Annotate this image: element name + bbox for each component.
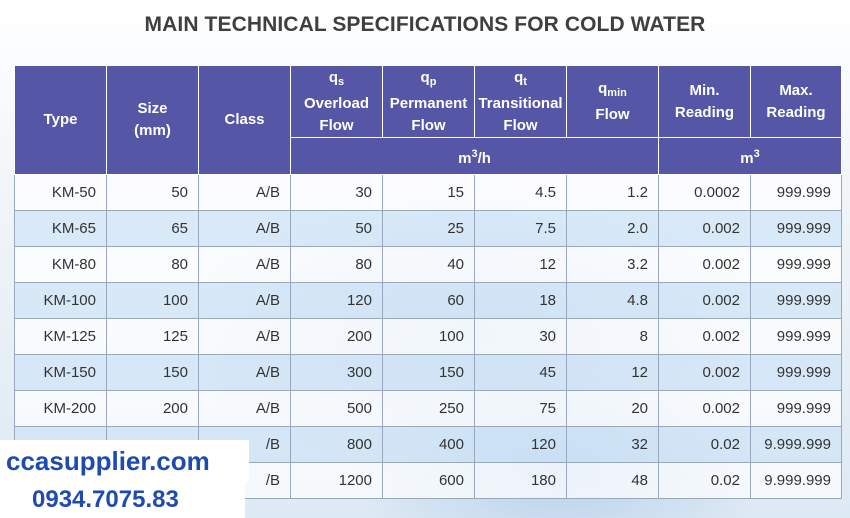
cell-qp: 40 (382, 246, 475, 283)
table-row: KM-150 150 A/B 300 150 45 12 0.002 999.999 (14, 354, 842, 391)
cell-type: KM-200 (14, 390, 107, 427)
cell-qs: 1200 (290, 462, 383, 499)
cell-min-reading: 0.002 (658, 210, 751, 247)
cell-class: A/B (198, 210, 291, 247)
table-row: KM-80 80 A/B 80 40 12 3.2 0.002 999.999 (14, 246, 842, 283)
cell-class: A/B (198, 246, 291, 283)
cell-max-reading: 999.999 (750, 282, 842, 319)
cell-max-reading: 9.999.999 (750, 462, 842, 499)
cell-qp: 15 (382, 174, 475, 211)
cell-max-reading: 999.999 (750, 354, 842, 391)
cell-type: KM-80 (14, 246, 107, 283)
cell-qt: 7.5 (474, 210, 567, 247)
cell-size: 65 (106, 210, 199, 247)
cell-type: KM-150 (14, 354, 107, 391)
header-max-reading: Max. Reading (750, 65, 842, 138)
cell-type: KM-65 (14, 210, 107, 247)
cell-qt: 30 (474, 318, 567, 355)
watermark-site: ccasupplier.com (0, 440, 249, 482)
cell-min-reading: 0.002 (658, 246, 751, 283)
cell-qs: 300 (290, 354, 383, 391)
header-qmin: qmin Flow (566, 65, 659, 138)
cell-max-reading: 999.999 (750, 318, 842, 355)
cell-max-reading: 9.999.999 (750, 426, 842, 463)
cell-qs: 80 (290, 246, 383, 283)
table-row: KM-100 100 A/B 120 60 18 4.8 0.002 999.999 (14, 282, 842, 319)
cell-type: KM-125 (14, 318, 107, 355)
page-title: MAIN TECHNICAL SPECIFICATIONS FOR COLD W… (144, 13, 706, 36)
cell-type: KM-100 (14, 282, 107, 319)
cell-qp: 400 (382, 426, 475, 463)
header-qs: qs Overload Flow (290, 65, 383, 138)
header-type: Type (14, 65, 107, 175)
table-row: KM-65 65 A/B 50 25 7.5 2.0 0.002 999.999 (14, 210, 842, 247)
cell-qmin: 8 (566, 318, 659, 355)
cell-size: 100 (106, 282, 199, 319)
cell-min-reading: 0.02 (658, 462, 751, 499)
header-qt: qt Transitional Flow (474, 65, 567, 138)
cell-qt: 75 (474, 390, 567, 427)
cell-qmin: 2.0 (566, 210, 659, 247)
cell-qt: 120 (474, 426, 567, 463)
cell-qmin: 20 (566, 390, 659, 427)
cell-qmin: 12 (566, 354, 659, 391)
cell-max-reading: 999.999 (750, 390, 842, 427)
header-flow-unit: m3/h (290, 137, 659, 175)
cell-qs: 200 (290, 318, 383, 355)
table-row: KM-50 50 A/B 30 15 4.5 1.2 0.0002 999.999 (14, 174, 842, 211)
cell-min-reading: 0.002 (658, 318, 751, 355)
cell-qs: 800 (290, 426, 383, 463)
cell-class: A/B (198, 318, 291, 355)
cell-qmin: 4.8 (566, 282, 659, 319)
cell-qmin: 32 (566, 426, 659, 463)
header-min-reading: Min. Reading (658, 65, 751, 138)
cell-qmin: 1.2 (566, 174, 659, 211)
cell-qmin: 48 (566, 462, 659, 499)
cell-class: A/B (198, 390, 291, 427)
cell-min-reading: 0.0002 (658, 174, 751, 211)
cell-qt: 180 (474, 462, 567, 499)
cell-qt: 4.5 (474, 174, 567, 211)
cell-size: 80 (106, 246, 199, 283)
cell-qp: 150 (382, 354, 475, 391)
spec-table: Type Size (mm) Class qs Overload Flow qp P… (14, 65, 842, 499)
cell-size: 50 (106, 174, 199, 211)
header-size: Size (mm) (106, 65, 199, 175)
cell-size: 125 (106, 318, 199, 355)
cell-class: A/B (198, 282, 291, 319)
header-class: Class (198, 65, 291, 175)
cell-qs: 120 (290, 282, 383, 319)
header-qp: qp Permanent Flow (382, 65, 475, 138)
cell-qp: 60 (382, 282, 475, 319)
cell-type: KM-50 (14, 174, 107, 211)
cell-qp: 250 (382, 390, 475, 427)
cell-qt: 12 (474, 246, 567, 283)
cell-class: A/B (198, 174, 291, 211)
cell-max-reading: 999.999 (750, 174, 842, 211)
cell-max-reading: 999.999 (750, 210, 842, 247)
cell-qp: 600 (382, 462, 475, 499)
cell-size: 200 (106, 390, 199, 427)
spec-table-body: KM-50 50 A/B 30 15 4.5 1.2 0.0002 999.999 KM-65 65… (14, 174, 842, 499)
cell-qs: 30 (290, 174, 383, 211)
cell-qp: 25 (382, 210, 475, 247)
cell-qmin: 3.2 (566, 246, 659, 283)
cell-qt: 18 (474, 282, 567, 319)
table-row: KM-125 125 A/B 200 100 30 8 0.002 999.999 (14, 318, 842, 355)
watermark-phone: 0934.7075.83 (0, 482, 245, 518)
cell-min-reading: 0.002 (658, 282, 751, 319)
cell-min-reading: 0.02 (658, 426, 751, 463)
header-reading-unit: m3 (658, 137, 842, 175)
cell-qs: 500 (290, 390, 383, 427)
cell-class: A/B (198, 354, 291, 391)
cell-min-reading: 0.002 (658, 390, 751, 427)
cell-max-reading: 999.999 (750, 246, 842, 283)
cell-size: 150 (106, 354, 199, 391)
cell-min-reading: 0.002 (658, 354, 751, 391)
cell-qt: 45 (474, 354, 567, 391)
cell-qs: 50 (290, 210, 383, 247)
cell-qp: 100 (382, 318, 475, 355)
table-row: KM-200 200 A/B 500 250 75 20 0.002 999.999 (14, 390, 842, 427)
